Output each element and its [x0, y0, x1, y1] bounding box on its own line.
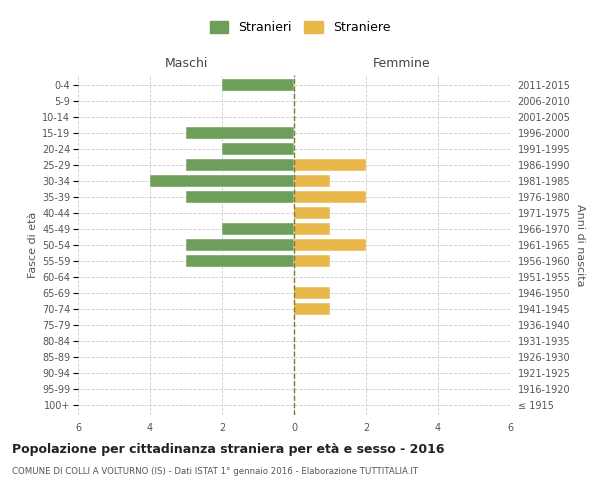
Bar [294, 255, 330, 267]
Bar [294, 207, 330, 219]
Y-axis label: Anni di nascita: Anni di nascita [575, 204, 584, 286]
Bar [150, 175, 294, 187]
Text: Maschi: Maschi [164, 57, 208, 70]
Text: Popolazione per cittadinanza straniera per età e sesso - 2016: Popolazione per cittadinanza straniera p… [12, 442, 445, 456]
Bar [186, 239, 294, 251]
Bar [222, 143, 294, 155]
Bar [222, 78, 294, 90]
Bar [186, 255, 294, 267]
Bar [294, 175, 330, 187]
Bar [294, 223, 330, 235]
Bar [186, 126, 294, 138]
Legend: Stranieri, Straniere: Stranieri, Straniere [205, 16, 395, 40]
Bar [294, 159, 366, 171]
Bar [222, 223, 294, 235]
Bar [186, 159, 294, 171]
Bar [186, 191, 294, 203]
Text: COMUNE DI COLLI A VOLTURNO (IS) - Dati ISTAT 1° gennaio 2016 - Elaborazione TUTT: COMUNE DI COLLI A VOLTURNO (IS) - Dati I… [12, 468, 418, 476]
Bar [294, 239, 366, 251]
Bar [294, 303, 330, 315]
Bar [294, 191, 366, 203]
Text: Femmine: Femmine [373, 57, 431, 70]
Bar [294, 287, 330, 299]
Y-axis label: Fasce di età: Fasce di età [28, 212, 38, 278]
